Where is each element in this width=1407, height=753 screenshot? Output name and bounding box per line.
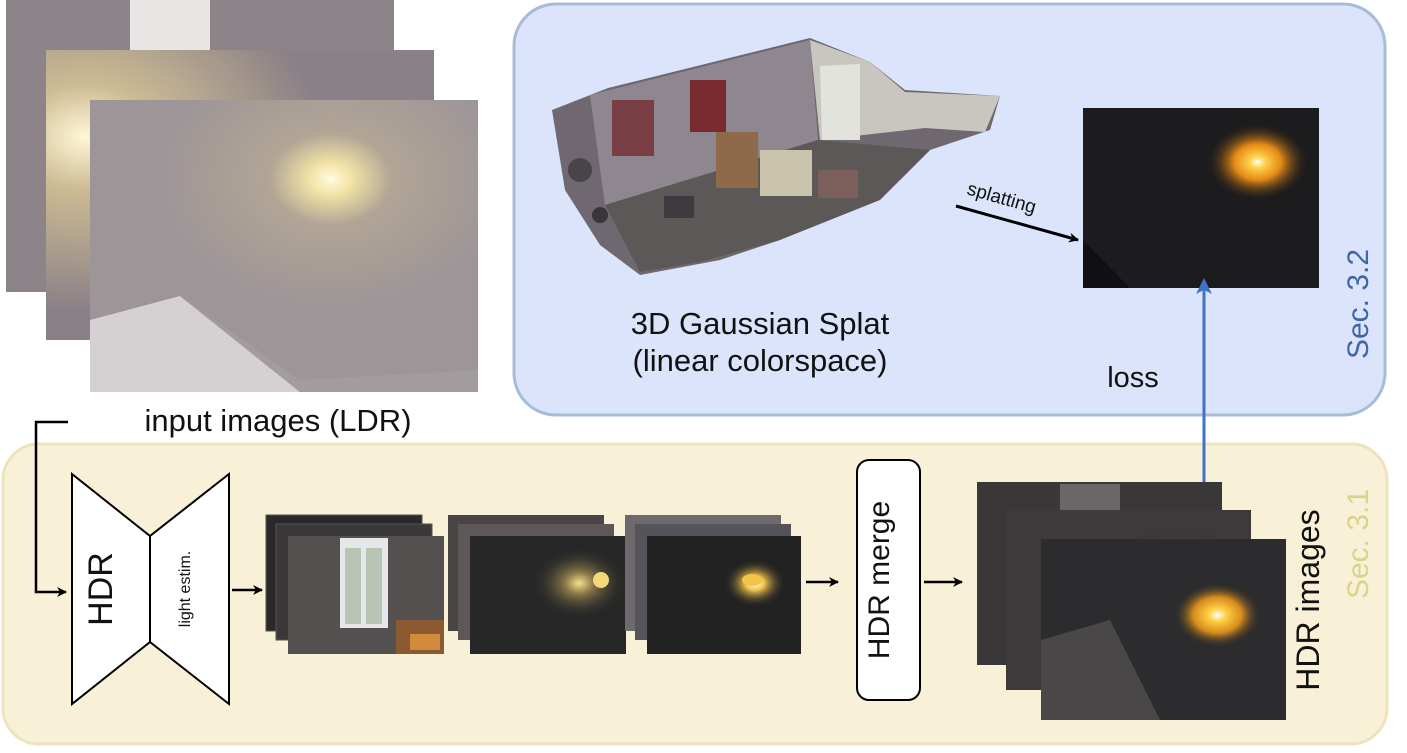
exposure-bracket-2: [448, 515, 626, 654]
gaussian-splat-room-icon: [552, 38, 1000, 275]
hdr-merge-box: [856, 459, 921, 701]
exposure-bracket-3: [625, 515, 801, 654]
gaussian-title-line1: 3D Gaussian Splat: [631, 306, 890, 341]
section-label-3-2: Sec. 3.2: [1342, 249, 1375, 359]
network-light-label: light estim.: [177, 551, 194, 627]
section-label-3-1: Sec. 3.1: [1342, 489, 1375, 599]
input-to-network-arrow-icon: [34, 420, 68, 597]
gaussian-title-line2: (linear colorspace): [633, 343, 888, 378]
network-hdr-label: HDR: [82, 552, 120, 626]
rendered-hdr-image: [1083, 108, 1319, 288]
input-ldr-stack: [6, 0, 478, 392]
loss-label: loss: [1107, 362, 1159, 394]
exposure-bracket-1: [265, 514, 444, 654]
hdr-merge-label: HDR merge: [863, 501, 896, 659]
hdr-images-stack: [977, 482, 1286, 720]
input-images-label: input images (LDR): [144, 403, 411, 438]
network-hourglass: [71, 471, 230, 707]
splatting-arrow-icon: [955, 204, 1079, 243]
hdr-images-label: HDR images: [1290, 509, 1326, 690]
